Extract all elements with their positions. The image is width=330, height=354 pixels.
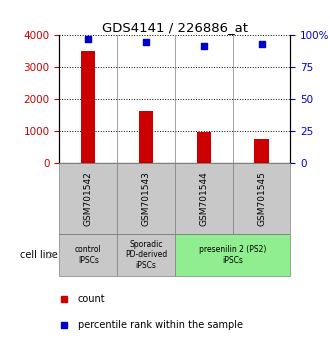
- Text: GSM701544: GSM701544: [199, 171, 208, 225]
- Bar: [117, 234, 175, 276]
- Bar: [139, 111, 153, 163]
- Point: [259, 41, 264, 47]
- Bar: [197, 132, 211, 163]
- Bar: [59, 163, 117, 234]
- Text: count: count: [78, 294, 106, 304]
- Bar: [254, 139, 269, 163]
- Point: [201, 43, 207, 48]
- Text: Sporadic
PD-derived
iPSCs: Sporadic PD-derived iPSCs: [125, 240, 167, 270]
- Bar: [117, 163, 175, 234]
- Text: GSM701545: GSM701545: [257, 171, 266, 226]
- Bar: [175, 163, 233, 234]
- Text: percentile rank within the sample: percentile rank within the sample: [78, 320, 243, 330]
- Bar: [233, 163, 290, 234]
- Title: GDS4141 / 226886_at: GDS4141 / 226886_at: [102, 21, 248, 34]
- Point: [86, 36, 91, 42]
- Text: control
IPSCs: control IPSCs: [75, 245, 102, 264]
- Text: GSM701543: GSM701543: [142, 171, 150, 226]
- Bar: [175, 234, 290, 276]
- Bar: [81, 51, 95, 163]
- Bar: [59, 234, 117, 276]
- Text: cell line: cell line: [20, 250, 58, 260]
- Text: presenilin 2 (PS2)
iPSCs: presenilin 2 (PS2) iPSCs: [199, 245, 266, 264]
- Point: [143, 39, 148, 45]
- Text: GSM701542: GSM701542: [84, 171, 93, 225]
